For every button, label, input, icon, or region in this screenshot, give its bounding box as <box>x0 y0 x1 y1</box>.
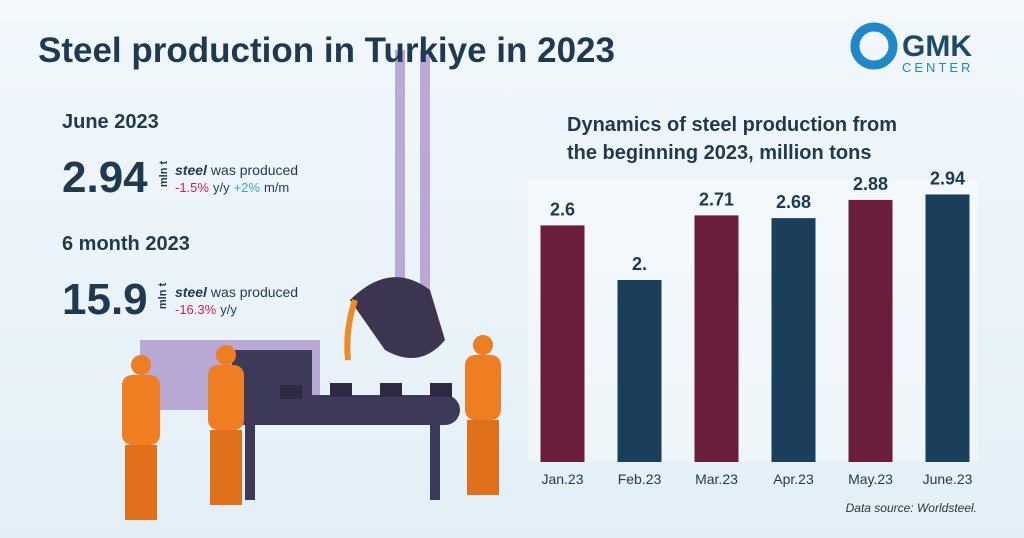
crane-cable <box>395 50 405 290</box>
value-label: 2.94 <box>930 168 965 188</box>
stat-period: June 2023 <box>62 111 159 133</box>
bar <box>617 280 662 462</box>
value-label: 2.6 <box>550 199 575 219</box>
change-unit: y/y <box>220 302 237 317</box>
change-value: +2% <box>234 180 261 195</box>
stat-value: 15.9 <box>62 275 148 324</box>
x-tick-label: Mar.23 <box>695 471 738 487</box>
x-tick-label: Feb.23 <box>618 471 662 487</box>
stat-change: -16.3% y/y <box>175 302 237 317</box>
bar-chart: Dynamics of steel production from the beg… <box>528 114 978 487</box>
worker-helmet <box>216 345 236 365</box>
stat-noun: steel <box>175 162 208 178</box>
illustration <box>122 50 501 520</box>
page-title: Steel production in Turkiye in 2023 <box>38 31 615 70</box>
value-label: 2.68 <box>776 192 811 212</box>
x-tick-label: May.23 <box>848 471 893 487</box>
worker-helmet <box>131 355 151 375</box>
conveyor-leg <box>245 425 255 500</box>
logo-text: GMK <box>902 30 972 63</box>
logo-subtext: CENTER <box>902 60 973 75</box>
worker <box>210 430 242 505</box>
bar <box>848 199 893 463</box>
change-value: -16.3% <box>175 302 217 317</box>
bar <box>540 225 585 462</box>
ingot <box>430 383 452 397</box>
x-tick-label: Apr.23 <box>773 471 814 487</box>
change-value: -1.5% <box>175 180 209 195</box>
value-label: 2.88 <box>853 174 888 194</box>
ingot <box>280 385 302 399</box>
stat-text: steel was produced <box>175 162 298 178</box>
worker <box>467 420 499 495</box>
chart-title: Dynamics of steel production from <box>567 114 897 136</box>
change-unit: m/m <box>264 180 289 195</box>
bar <box>925 194 970 462</box>
stat-noun: steel <box>175 284 208 300</box>
stat-verb: was produced <box>210 284 298 300</box>
worker <box>465 355 501 420</box>
logo: GMK CENTER <box>850 22 973 75</box>
bar <box>694 215 739 462</box>
change-unit: y/y <box>213 180 230 195</box>
stat-text: steel was produced <box>175 284 298 300</box>
stat-verb: was produced <box>210 162 298 178</box>
molten-steel <box>344 299 358 361</box>
logo-mark <box>850 22 898 70</box>
worker <box>122 375 160 445</box>
chart-title: the beginning 2023, million tons <box>567 142 871 164</box>
conveyor <box>230 395 460 425</box>
x-tick-label: June.23 <box>923 471 973 487</box>
worker <box>208 365 244 430</box>
stat-change: -1.5% y/y +2% m/m <box>175 180 289 195</box>
value-label: 2. <box>632 254 647 274</box>
worker <box>125 445 157 520</box>
data-source: Data source: Worldsteel. <box>846 501 977 515</box>
conveyor-leg <box>430 425 440 500</box>
x-tick-label: Jan.23 <box>541 471 583 487</box>
ingot <box>330 383 352 397</box>
stat-unit: mln t <box>158 161 170 188</box>
bar <box>771 218 816 462</box>
crane-cable <box>420 50 430 290</box>
value-label: 2.71 <box>699 189 734 209</box>
worker-helmet <box>473 335 493 355</box>
ingot <box>380 383 402 397</box>
ladle <box>350 277 445 358</box>
stat-value: 2.94 <box>62 153 148 202</box>
stat-period: 6 month 2023 <box>62 233 190 255</box>
stat-unit: mln t <box>157 283 169 310</box>
chart-panel <box>528 180 978 462</box>
